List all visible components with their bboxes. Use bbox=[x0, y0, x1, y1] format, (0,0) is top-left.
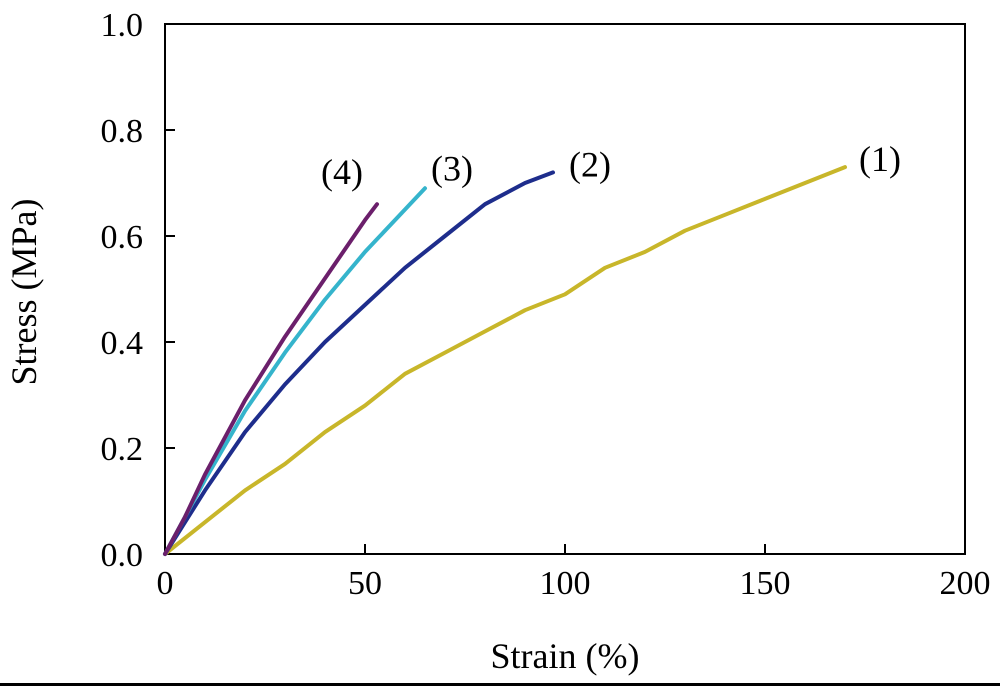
y-tick-label: 1.0 bbox=[101, 7, 144, 44]
y-tick-label: 0.0 bbox=[101, 537, 144, 574]
x-tick-label: 150 bbox=[740, 565, 791, 602]
plot-frame bbox=[164, 23, 966, 555]
y-tick-label: 0.2 bbox=[101, 431, 144, 468]
x-axis-ticks: 0 50 100 150 200 bbox=[157, 544, 991, 602]
x-tick-label: 100 bbox=[540, 565, 591, 602]
y-tick-label: 0.6 bbox=[101, 219, 144, 256]
x-axis-title: Strain (%) bbox=[491, 636, 640, 676]
bottom-rule bbox=[0, 683, 1000, 686]
series-line-2 bbox=[163, 170, 555, 556]
series-lines bbox=[163, 165, 847, 556]
series-label-2: (2) bbox=[569, 144, 611, 184]
series-line-4 bbox=[163, 202, 379, 556]
series-line-1 bbox=[163, 165, 847, 556]
series-labels: (1) (2) (3) (4) bbox=[321, 139, 901, 192]
y-axis-ticks: 0.0 0.2 0.4 0.6 0.8 1.0 bbox=[101, 7, 175, 574]
x-tick-label: 50 bbox=[348, 565, 382, 602]
series-label-3: (3) bbox=[431, 148, 473, 188]
y-tick-label: 0.4 bbox=[101, 325, 144, 362]
y-tick-label: 0.8 bbox=[101, 113, 144, 150]
series-label-1: (1) bbox=[859, 139, 901, 179]
x-tick-label: 200 bbox=[940, 565, 991, 602]
series-label-4: (4) bbox=[321, 152, 363, 192]
x-tick-label: 0 bbox=[157, 565, 174, 602]
y-axis-title: Stress (MPa) bbox=[4, 199, 44, 386]
